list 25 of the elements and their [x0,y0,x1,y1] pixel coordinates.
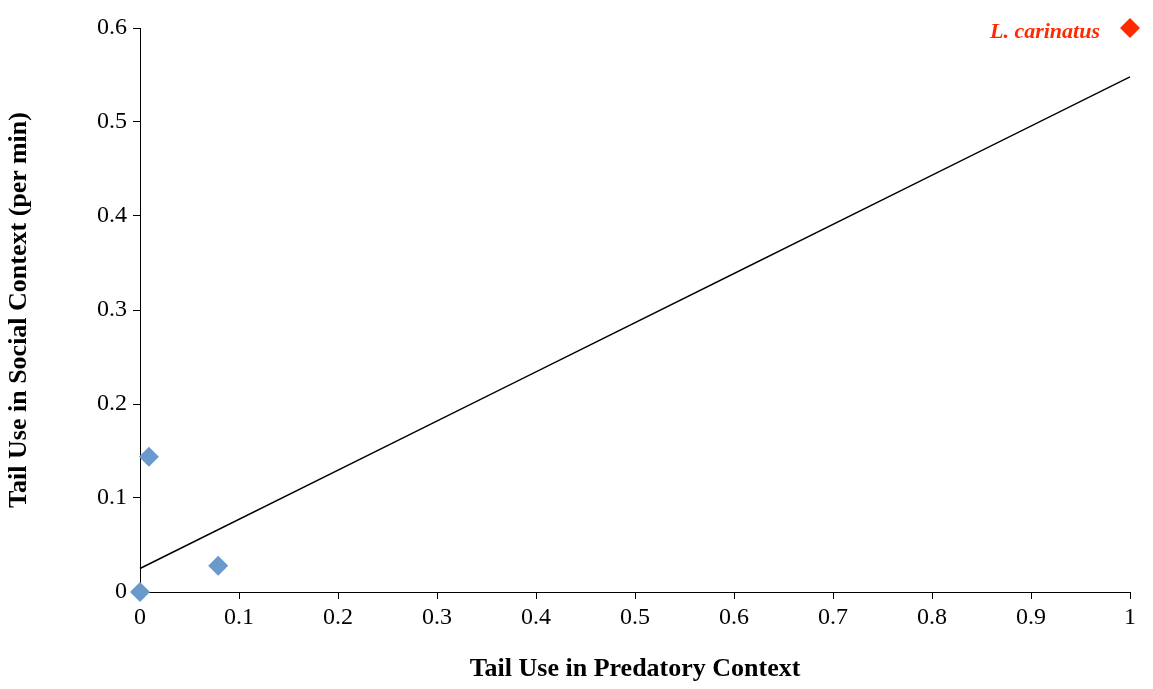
x-tick-label: 0.1 [224,602,254,629]
x-tick-label: 0 [134,602,146,629]
x-tick-label: 0.6 [719,602,749,629]
y-tick-label: 0.2 [97,389,127,416]
x-tick-label: 0.5 [620,602,650,629]
y-tick-label: 0 [115,577,127,604]
x-tick-label: 0.7 [818,602,848,629]
x-tick-label: 0.2 [323,602,353,629]
x-tick-label: 0.3 [422,602,452,629]
point [138,446,159,467]
point [208,555,229,576]
x-tick-label: 0.9 [1016,602,1046,629]
series-label: L. carinatus [988,17,1100,43]
point [130,582,150,602]
y-tick-label: 0.6 [97,13,127,40]
point [1120,18,1140,38]
y-tick-label: 0.3 [97,295,127,322]
x-tick-label: 0.4 [521,602,551,629]
y-tick-label: 0.5 [97,107,127,134]
y-tick-label: 0.4 [97,201,127,228]
y-axis-title: Tail Use in Social Context (per min) [3,112,33,508]
x-tick-label: 0.8 [917,602,947,629]
x-axis-title: Tail Use in Predatory Context [469,653,801,683]
y-tick-label: 0.1 [97,483,127,510]
x-tick-label: 1 [1124,602,1136,629]
